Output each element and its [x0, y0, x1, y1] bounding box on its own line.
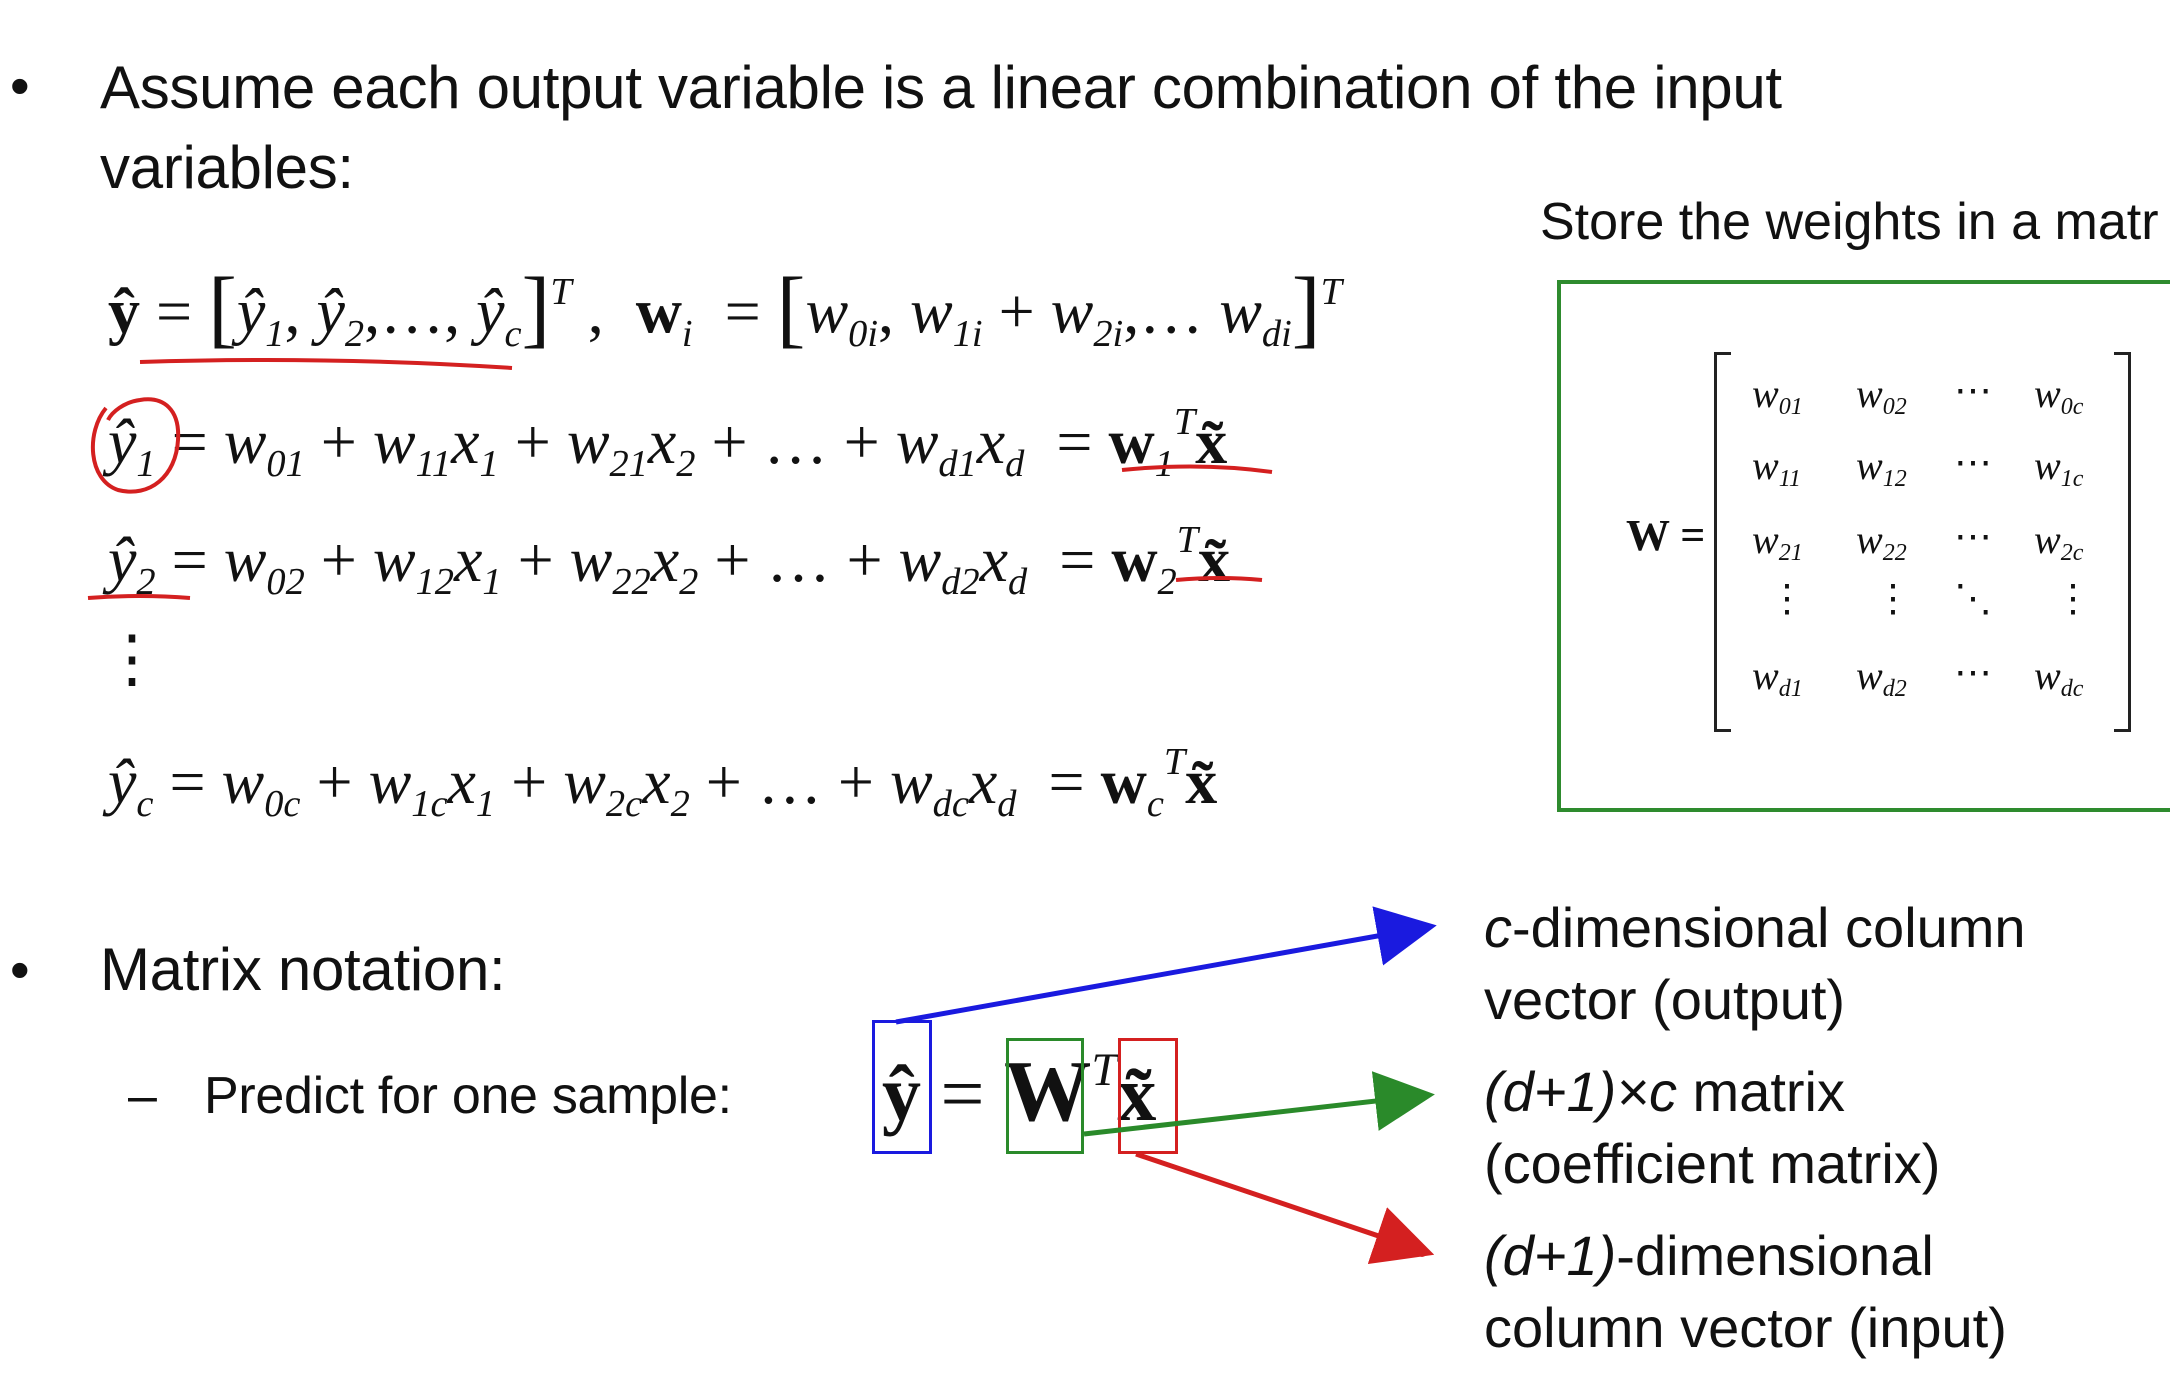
- matrix-label: W =: [1626, 511, 1706, 560]
- predict-sub-item: Predict for one sample:: [204, 1067, 732, 1125]
- output-label-rest: -dimensional column: [1512, 896, 2026, 959]
- input-label-rest: -dimensional: [1616, 1224, 1934, 1287]
- handwritten-circle-y1: [90, 397, 181, 494]
- store-weights-title: Store the weights in a matr: [1540, 193, 2159, 251]
- handwritten-underline-yhat: [139, 358, 513, 370]
- output-label-italic: c: [1484, 896, 1512, 959]
- coefficient-box: [1006, 1038, 1084, 1154]
- coefficient-arrow-dot: [1417, 1091, 1427, 1101]
- matrix-cell-w0c: w0c: [2034, 371, 2084, 421]
- coef-label-italic: (d+1)×c: [1484, 1060, 1677, 1123]
- matrix-vdots-2: ⋮: [1874, 578, 1912, 620]
- output-label-line1: c-dimensional column: [1484, 892, 2026, 964]
- output-label-line2: vector (output): [1484, 968, 1846, 1031]
- equation-y2: ŷ2 = w02 + w12x1 + w22x2 + … + wd2xd = w…: [108, 519, 1231, 604]
- matrix-cell-wd2: wd2: [1856, 653, 1907, 703]
- input-arrow: [1135, 1151, 1435, 1265]
- matrix-cell-w11: w11: [1752, 443, 1801, 493]
- coef-label-line2: (coefficient matrix): [1484, 1132, 1941, 1195]
- equation-y1: ŷ1 = w01 + w11x1 + w21x2 + … + wd1xd = w…: [108, 401, 1228, 486]
- matrix-cell-w21: w21: [1752, 517, 1803, 567]
- intro-line-2: variables:: [100, 134, 354, 201]
- equation-yc: ŷc = w0c + w1cx1 + w2cx2 + … + wdcxd = w…: [108, 741, 1218, 826]
- matrix-cell-wd1: wd1: [1752, 653, 1803, 703]
- input-label-italic: (d+1): [1484, 1224, 1617, 1287]
- matrix-ddots: ⋱: [1954, 578, 1992, 620]
- matrix-left-bracket: [1714, 352, 1731, 732]
- input-label-line2: column vector (input): [1484, 1296, 2007, 1359]
- handwritten-underline-w2x: [1175, 576, 1263, 582]
- matrix-notation-heading: Matrix notation:: [100, 936, 506, 1003]
- intro-line-1: Assume each output variable is a linear …: [100, 54, 1782, 121]
- bullet-1: •: [10, 54, 30, 117]
- input-box: [1118, 1038, 1178, 1154]
- matrix-vdots-1: ⋮: [1768, 578, 1806, 620]
- output-arrow-dot: [1419, 923, 1429, 933]
- weights-matrix-box: [1557, 280, 2170, 812]
- matrix-cell-w02: w02: [1856, 371, 1907, 421]
- input-arrow-dot: [1417, 1247, 1427, 1257]
- matrix-cdots-4: ⋯: [1954, 652, 1992, 694]
- matrix-cdots-3: ⋯: [1954, 516, 1992, 558]
- matrix-right-bracket: [2114, 352, 2131, 732]
- matrix-equation: ŷ = WTx̃: [882, 1042, 1157, 1139]
- matrix-cell-w01: w01: [1752, 371, 1803, 421]
- vertical-ellipsis: ⋮: [100, 623, 164, 694]
- sub-dash: –: [128, 1067, 157, 1125]
- output-arrow: [895, 906, 1437, 1025]
- coefficient-arrow: [1083, 1071, 1435, 1137]
- matrix-cell-w22: w22: [1856, 517, 1907, 567]
- matrix-cell-w1c: w1c: [2034, 443, 2084, 493]
- bullet-2: •: [10, 938, 30, 1001]
- input-label-line1: (d+1)-dimensional: [1484, 1220, 1934, 1292]
- matrix-cdots-1: ⋯: [1954, 370, 1992, 412]
- equation-yhat-vector: ŷ = [ŷ1, ŷ2,…, ŷc]T , wi = [w0i, w1i + w…: [108, 260, 1342, 356]
- coef-label-line1: (d+1)×c matrix: [1484, 1056, 1845, 1128]
- matrix-cell-wdc: wdc: [2034, 653, 2084, 703]
- handwritten-underline-y2: [87, 594, 191, 600]
- coef-label-rest: matrix: [1677, 1060, 1845, 1123]
- matrix-cdots-2: ⋯: [1954, 442, 1992, 484]
- matrix-cell-w2c: w2c: [2034, 517, 2084, 567]
- handwritten-underline-w1x: [1121, 464, 1273, 474]
- matrix-cell-w12: w12: [1856, 443, 1907, 493]
- matrix-vdots-3: ⋮: [2054, 578, 2092, 620]
